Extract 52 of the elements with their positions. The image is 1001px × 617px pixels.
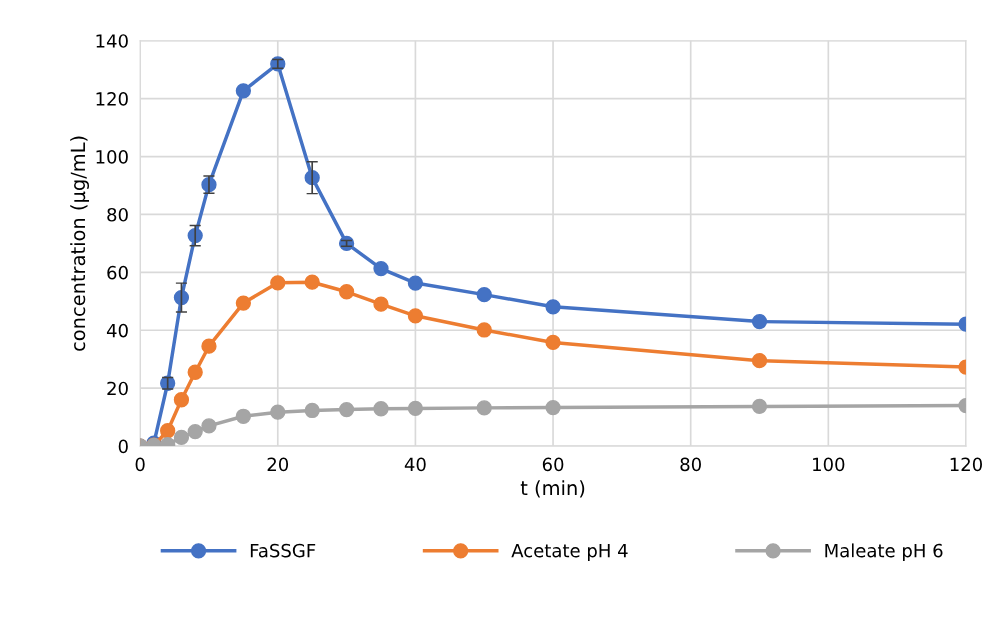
point (160, 423, 176, 439)
point (187, 423, 203, 440)
point (173, 289, 190, 306)
point (235, 408, 252, 424)
point (304, 274, 320, 290)
point (235, 295, 252, 311)
point (373, 260, 389, 277)
point (173, 429, 190, 446)
x-tick-label: 100 (813, 457, 845, 472)
y-tick-label: 0 (118, 439, 128, 454)
point (373, 401, 389, 417)
point (338, 401, 355, 418)
x-tick-label: 0 (135, 457, 145, 472)
x-tick-label: 60 (542, 457, 564, 472)
y-tick-label: 100 (96, 150, 128, 164)
y-tick-label: 20 (107, 381, 128, 396)
point (751, 313, 768, 330)
point (545, 334, 561, 351)
y-axis-title: concentration (µg/mL) (70, 136, 90, 351)
point (407, 308, 424, 324)
legend-label: Maleate pH 6 (825, 543, 943, 561)
point (270, 275, 286, 291)
legend-label: Acetate pH 4 (511, 543, 628, 561)
x-tick-label: 80 (680, 457, 701, 472)
point (545, 299, 561, 315)
point (476, 400, 492, 416)
point (304, 402, 320, 419)
x-tick-label: 20 (267, 457, 289, 472)
y-tick-label: 80 (107, 207, 128, 222)
point (201, 418, 217, 434)
point (751, 398, 768, 415)
x-tick-label: 40 (404, 457, 426, 472)
point (751, 353, 768, 369)
point (201, 338, 217, 354)
point (476, 322, 492, 338)
point (476, 287, 492, 303)
point (545, 399, 561, 416)
point (373, 296, 389, 312)
point (338, 284, 355, 300)
y-tick-label: 140 (96, 34, 128, 48)
legend-label: FaSSGF (250, 543, 316, 558)
y-tick-label: 60 (107, 265, 128, 280)
y-tick-label: 40 (106, 323, 128, 338)
point (270, 404, 286, 420)
point (235, 83, 252, 99)
point (407, 400, 424, 417)
point (173, 392, 190, 408)
x-axis-title: t (min) (520, 480, 585, 498)
point (407, 275, 424, 291)
y-tick-label: 120 (96, 92, 128, 106)
x-tick-label: 120 (950, 457, 982, 472)
point (187, 364, 203, 380)
